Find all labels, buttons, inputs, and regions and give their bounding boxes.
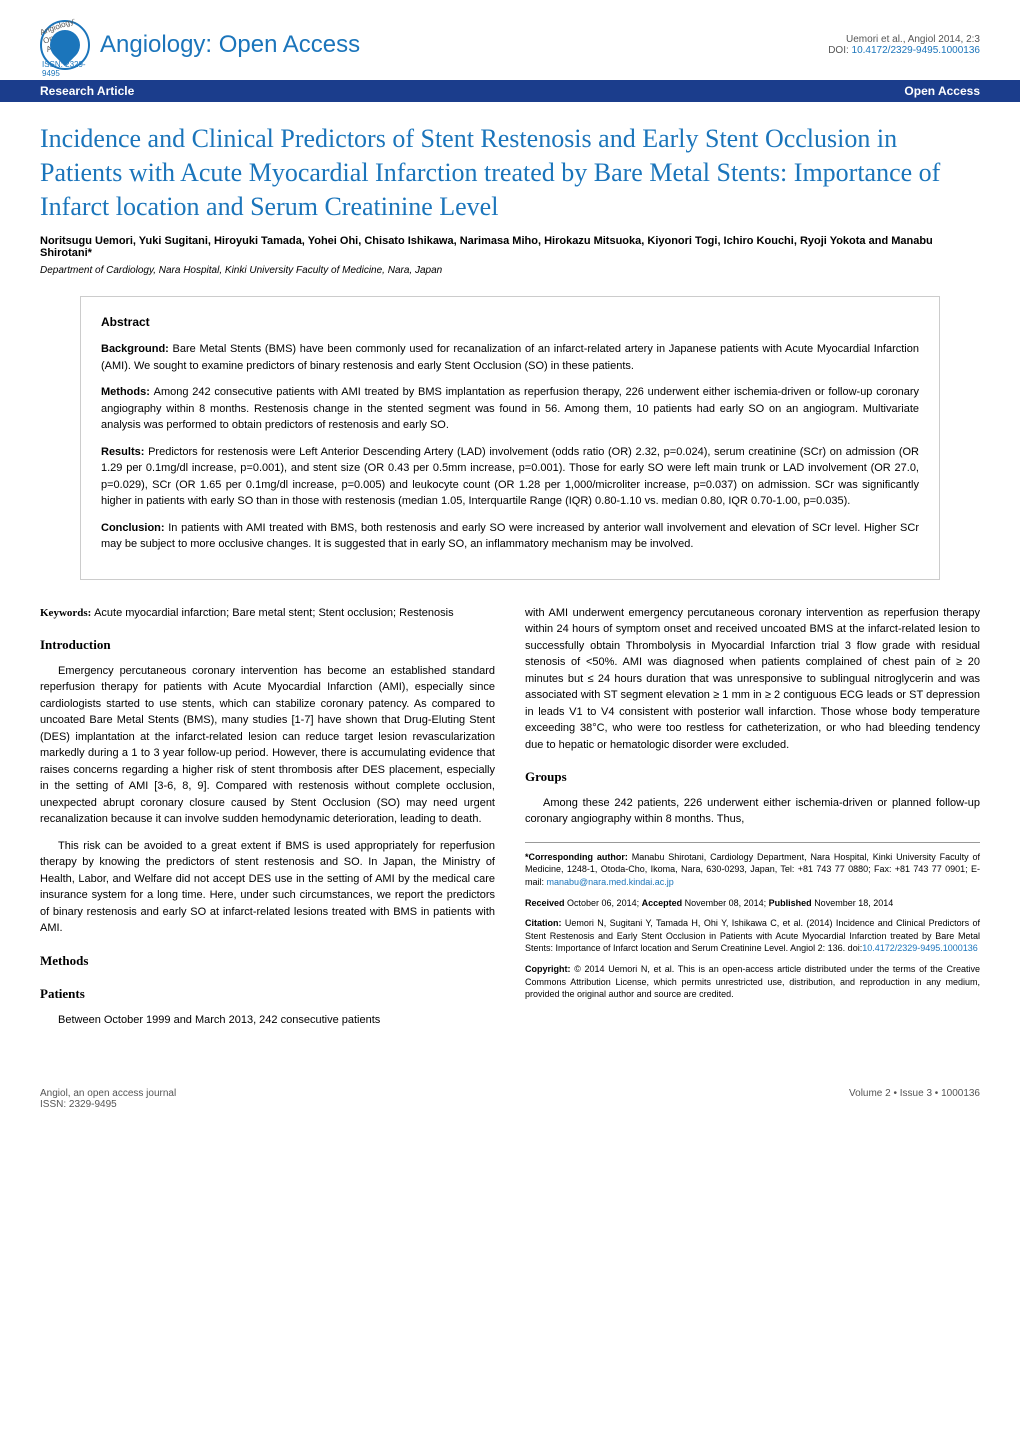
abstract-conclusion-label: Conclusion: xyxy=(101,522,168,534)
abstract-background-text: Bare Metal Stents (BMS) have been common… xyxy=(101,343,919,372)
abstract-methods: Methods: Among 242 consecutive patients … xyxy=(101,384,919,434)
intro-para-1: Emergency percutaneous coronary interven… xyxy=(40,663,495,828)
citation-doi: 10.4172/2329-9495.1000136 xyxy=(862,943,978,953)
right-column: with AMI underwent emergency percutaneou… xyxy=(525,605,980,1039)
accepted-label: Accepted xyxy=(642,898,685,908)
published-label: Published xyxy=(769,898,815,908)
left-column: Keywords: Acute myocardial infarction; B… xyxy=(40,605,495,1039)
corresponding-label: *Corresponding author: xyxy=(525,852,632,862)
main-content: Incidence and Clinical Predictors of Ste… xyxy=(0,102,1020,1058)
abstract-methods-text: Among 242 consecutive patients with AMI … xyxy=(101,386,919,431)
copyright-label: Copyright: xyxy=(525,964,574,974)
footer-right: Volume 2 • Issue 3 • 1000136 xyxy=(849,1088,980,1110)
corresponding-author: *Corresponding author: Manabu Shirotani,… xyxy=(525,851,980,889)
authors-line: Noritsugu Uemori, Yuki Sugitani, Hiroyuk… xyxy=(40,235,980,259)
dates-line: Received October 06, 2014; Accepted Nove… xyxy=(525,897,980,910)
received-label: Received xyxy=(525,898,567,908)
copyright-block: Copyright: © 2014 Uemori N, et al. This … xyxy=(525,963,980,1001)
methods-heading: Methods xyxy=(40,951,495,971)
journal-title: Angiology: Open Access xyxy=(100,31,360,59)
intro-para-2: This risk can be avoided to a great exte… xyxy=(40,838,495,937)
article-type-right: Open Access xyxy=(904,84,980,98)
abstract-box: Abstract Background: Bare Metal Stents (… xyxy=(80,296,940,580)
header-citation-block: Uemori et al., Angiol 2014, 2:3 DOI: 10.… xyxy=(828,34,980,56)
patients-para-1: Between October 1999 and March 2013, 242… xyxy=(40,1012,495,1029)
page-footer: Angiol, an open access journal ISSN: 232… xyxy=(0,1058,1020,1130)
keywords-text: Acute myocardial infarction; Bare metal … xyxy=(94,607,454,619)
footer-issn: ISSN: 2329-9495 xyxy=(40,1099,176,1110)
article-title: Incidence and Clinical Predictors of Ste… xyxy=(40,122,980,223)
abstract-conclusion: Conclusion: In patients with AMI treated… xyxy=(101,520,919,553)
affiliation-line: Department of Cardiology, Nara Hospital,… xyxy=(40,265,980,276)
keywords-para: Keywords: Acute myocardial infarction; B… xyxy=(40,605,495,622)
col2-para-1: with AMI underwent emergency percutaneou… xyxy=(525,605,980,754)
citation-label: Citation: xyxy=(525,918,565,928)
introduction-heading: Introduction xyxy=(40,635,495,655)
abstract-background: Background: Bare Metal Stents (BMS) have… xyxy=(101,341,919,374)
abstract-heading: Abstract xyxy=(101,313,919,331)
page-header: Angiology: Open Access ISSN: 2329-9495 A… xyxy=(0,0,1020,80)
keywords-label: Keywords: xyxy=(40,607,94,619)
article-type-left: Research Article xyxy=(40,84,134,98)
body-columns: Keywords: Acute myocardial infarction; B… xyxy=(40,605,980,1039)
short-citation: Uemori et al., Angiol 2014, 2:3 xyxy=(828,34,980,45)
abstract-conclusion-text: In patients with AMI treated with BMS, b… xyxy=(101,522,919,551)
patients-heading: Patients xyxy=(40,984,495,1004)
accepted-date: November 08, 2014; xyxy=(685,898,769,908)
article-info-box: *Corresponding author: Manabu Shirotani,… xyxy=(525,842,980,1001)
abstract-results-label: Results: xyxy=(101,446,148,458)
doi-value: 10.4172/2329-9495.1000136 xyxy=(852,45,980,56)
footer-journal-name: Angiol, an open access journal xyxy=(40,1088,176,1099)
doi-label: DOI: xyxy=(828,45,851,56)
logo-icon: Angiology: Open Access ISSN: 2329-9495 xyxy=(40,20,90,70)
abstract-background-label: Background: xyxy=(101,343,173,355)
issn-label: ISSN: 2329-9495 xyxy=(42,60,88,78)
citation-block: Citation: Uemori N, Sugitani Y, Tamada H… xyxy=(525,917,980,955)
abstract-results: Results: Predictors for restenosis were … xyxy=(101,444,919,510)
journal-logo-block: Angiology: Open Access ISSN: 2329-9495 A… xyxy=(40,20,360,70)
received-date: October 06, 2014; xyxy=(567,898,642,908)
article-type-bar: Research Article Open Access xyxy=(0,80,1020,102)
abstract-methods-label: Methods: xyxy=(101,386,154,398)
corresponding-email: manabu@nara.med.kindai.ac.jp xyxy=(547,877,674,887)
groups-para-1: Among these 242 patients, 226 underwent … xyxy=(525,795,980,828)
abstract-results-text: Predictors for restenosis were Left Ante… xyxy=(101,446,919,508)
footer-left: Angiol, an open access journal ISSN: 232… xyxy=(40,1088,176,1110)
copyright-text: © 2014 Uemori N, et al. This is an open-… xyxy=(525,964,980,999)
groups-heading: Groups xyxy=(525,767,980,787)
published-date: November 18, 2014 xyxy=(814,898,893,908)
doi-line: DOI: 10.4172/2329-9495.1000136 xyxy=(828,45,980,56)
